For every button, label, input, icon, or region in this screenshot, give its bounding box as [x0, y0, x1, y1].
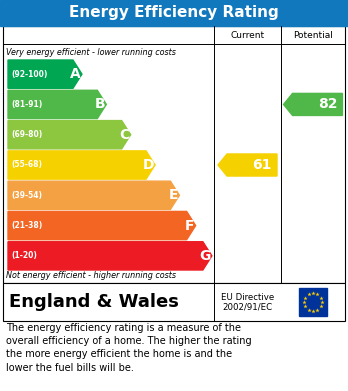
Polygon shape: [8, 120, 131, 149]
Bar: [0, 0, 348, 26]
Text: (39-54): (39-54): [11, 191, 42, 200]
Text: EU Directive: EU Directive: [221, 292, 274, 301]
Polygon shape: [8, 181, 180, 210]
Text: England & Wales: England & Wales: [9, 293, 179, 311]
Text: 61: 61: [253, 158, 272, 172]
Text: Energy Efficiency Rating: Energy Efficiency Rating: [69, 5, 279, 20]
Text: D: D: [143, 158, 154, 172]
Polygon shape: [8, 212, 196, 240]
Bar: [3, 283, 345, 321]
Text: The energy efficiency rating is a measure of the
overall efficiency of a home. T: The energy efficiency rating is a measur…: [6, 323, 252, 373]
Polygon shape: [218, 154, 277, 176]
Text: 82: 82: [318, 97, 338, 111]
Text: Very energy efficient - lower running costs: Very energy efficient - lower running co…: [6, 48, 176, 57]
Polygon shape: [8, 90, 106, 118]
Text: Current: Current: [230, 30, 264, 39]
Text: (21-38): (21-38): [11, 221, 42, 230]
Text: E: E: [169, 188, 179, 202]
Text: 2002/91/EC: 2002/91/EC: [222, 303, 272, 312]
Text: (81-91): (81-91): [11, 100, 42, 109]
Text: F: F: [185, 219, 195, 233]
Polygon shape: [8, 60, 82, 88]
Text: (92-100): (92-100): [11, 70, 47, 79]
Bar: [299, 288, 327, 316]
Text: Not energy efficient - higher running costs: Not energy efficient - higher running co…: [6, 271, 176, 280]
Text: (69-80): (69-80): [11, 130, 42, 139]
Text: (1-20): (1-20): [11, 251, 37, 260]
Text: (55-68): (55-68): [11, 160, 42, 170]
Text: B: B: [95, 97, 105, 111]
Text: Potential: Potential: [293, 30, 333, 39]
Bar: [3, 26, 345, 283]
Text: A: A: [70, 67, 81, 81]
Polygon shape: [8, 151, 155, 179]
Polygon shape: [8, 242, 212, 270]
Polygon shape: [284, 93, 342, 115]
Text: C: C: [119, 128, 130, 142]
Text: G: G: [199, 249, 211, 263]
